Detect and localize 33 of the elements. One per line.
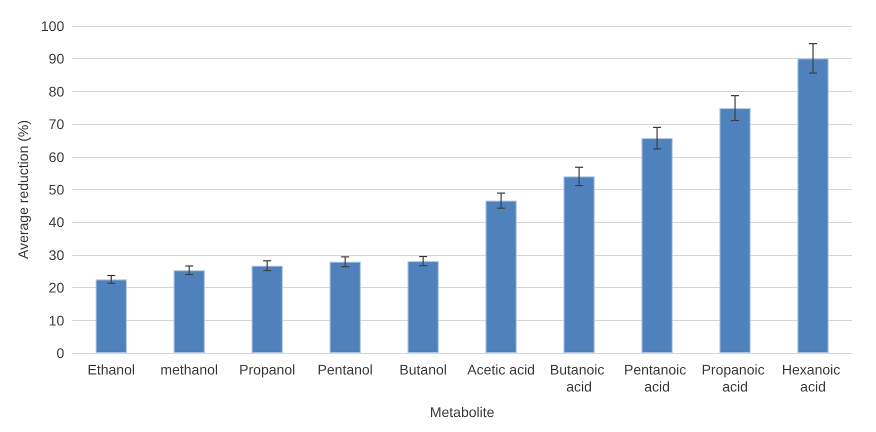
bar — [719, 108, 751, 353]
x-tick-label: Pentanoic acid — [624, 362, 690, 394]
x-tick-label: Propanol — [239, 362, 296, 378]
bar — [486, 200, 517, 353]
y-tick-label: 10 — [48, 312, 64, 328]
y-tick-label: 40 — [48, 214, 64, 230]
bar — [252, 266, 283, 353]
y-tick-label: 30 — [48, 246, 64, 263]
y-tick-label: 70 — [48, 116, 64, 132]
y-tick-label: 20 — [48, 280, 64, 296]
x-tick-label: Butanol — [399, 362, 447, 378]
y-tick-label: 0 — [56, 345, 64, 361]
x-tick-label: Butanoic acid — [550, 362, 608, 394]
bar — [797, 58, 829, 353]
y-tick-label: 80 — [48, 83, 64, 100]
bar — [96, 279, 127, 353]
bar — [408, 261, 439, 353]
x-tick-label: Pentanol — [318, 362, 373, 378]
y-tick-label: 90 — [48, 50, 64, 67]
x-tick-label: Ethanol — [88, 362, 135, 378]
x-tick-label: Acetic acid — [467, 362, 535, 378]
bar — [641, 138, 673, 353]
bar — [330, 262, 361, 353]
bar — [174, 270, 205, 353]
y-tick-label: 60 — [48, 148, 64, 165]
y-axis-title: Average reduction (%) — [15, 120, 31, 260]
x-axis-title: Metabolite — [430, 404, 495, 420]
x-tick-label: Propanoic acid — [702, 362, 769, 394]
bar — [563, 176, 595, 353]
y-tick-label: 50 — [48, 182, 64, 198]
x-tick-label: Hexanoic acid — [782, 362, 844, 394]
x-tick-label: methanol — [160, 362, 218, 378]
y-tick-label: 100 — [40, 18, 64, 34]
